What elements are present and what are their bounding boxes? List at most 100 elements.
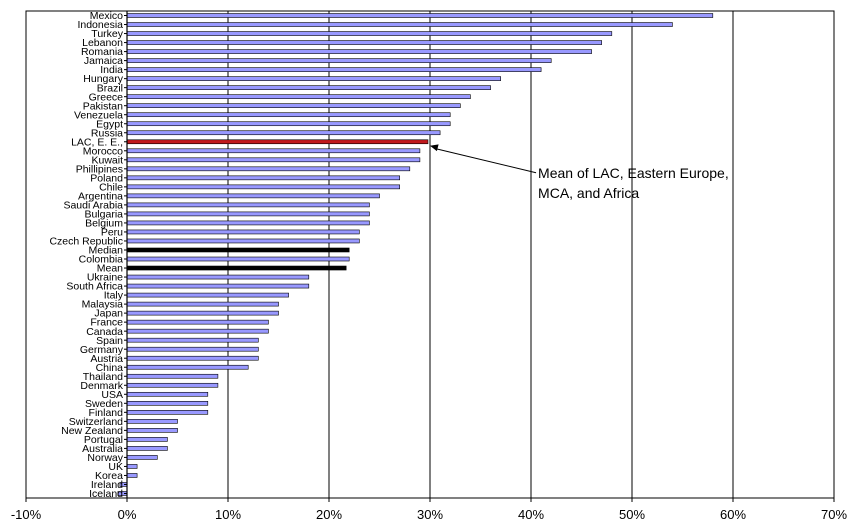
category-label: India — [100, 64, 123, 76]
category-label: France — [90, 317, 123, 329]
category-label: Saudi Arabia — [63, 199, 123, 211]
category-label: Belgium — [85, 218, 123, 230]
bar — [126, 22, 673, 27]
category-label: Sweden — [85, 398, 123, 410]
category-label: Russia — [91, 127, 123, 139]
category-label: Japan — [94, 308, 123, 320]
bar — [126, 283, 310, 289]
x-tick-label: 40% — [518, 507, 544, 522]
bar — [126, 112, 451, 118]
category-label: Ireland — [91, 479, 123, 491]
category-label: Germany — [80, 344, 124, 356]
bar — [126, 391, 209, 397]
x-tick-label: 60% — [720, 507, 746, 522]
category-label: South Africa — [66, 281, 123, 293]
bar — [126, 446, 168, 451]
bar — [126, 121, 451, 127]
x-tick-label: 20% — [316, 507, 342, 522]
bar — [126, 346, 259, 352]
category-label: Norway — [87, 452, 123, 464]
category-label: Switzerland — [69, 416, 123, 428]
bar — [126, 265, 347, 271]
bar — [126, 410, 209, 415]
bar — [126, 31, 613, 36]
category-label: Iceland — [89, 488, 123, 500]
bar — [126, 292, 289, 298]
category-label: Hungary — [83, 73, 123, 85]
category-label: Lebanon — [82, 37, 123, 49]
annotation-text: MCA, and Africa — [538, 185, 639, 201]
category-label: Pakistan — [83, 100, 123, 112]
category-label: Kuwait — [91, 154, 123, 166]
bar — [126, 40, 603, 45]
category-label: Brazil — [97, 82, 123, 94]
category-label: Indonesia — [77, 19, 123, 31]
bar — [126, 85, 491, 90]
x-tick-labels: -10% 0% 10% 20% 30% 40% 50% 60% 70% — [11, 507, 848, 522]
bar — [126, 428, 178, 433]
bar — [126, 94, 471, 99]
bar — [126, 229, 360, 235]
bar — [126, 148, 421, 154]
category-label: LAC, E. E., — [71, 136, 123, 148]
category-label: Denmark — [80, 380, 123, 392]
category-label: Chile — [99, 181, 123, 193]
bar — [126, 49, 592, 54]
category-label: Portugal — [84, 434, 123, 446]
category-label: UK — [108, 461, 123, 473]
bar — [126, 373, 219, 379]
bar — [126, 13, 714, 18]
category-label: New Zealand — [61, 425, 123, 437]
category-label: Ukraine — [87, 272, 123, 284]
bar — [126, 184, 401, 190]
category-label: Median — [89, 245, 124, 257]
bar — [126, 464, 138, 469]
annotation: Mean of LAC, Eastern Europe, MCA, and Afr… — [429, 144, 729, 201]
category-label: Korea — [95, 470, 123, 482]
category-labels: MexicoIndonesiaTurkeyLebanonRomaniaJamai… — [49, 10, 123, 500]
bar — [126, 364, 249, 370]
bar — [126, 76, 502, 81]
bar — [126, 175, 401, 181]
category-label: Mean — [97, 263, 123, 275]
annotation-arrow-line — [435, 148, 537, 174]
x-tick-label: 0% — [118, 507, 137, 522]
category-label: Spain — [96, 335, 123, 347]
bar — [126, 202, 370, 208]
bar — [126, 256, 350, 262]
bar — [126, 337, 259, 343]
bar — [126, 328, 269, 334]
bar — [126, 58, 552, 63]
category-label: USA — [101, 389, 123, 401]
bar — [126, 211, 370, 217]
gridlines — [126, 11, 734, 498]
x-tick-label: 70% — [821, 507, 847, 522]
plot-frame — [25, 10, 835, 502]
bars — [117, 13, 714, 496]
category-label: Thailand — [83, 371, 123, 383]
bar — [126, 193, 380, 199]
bar — [126, 319, 269, 325]
category-label: Finland — [89, 407, 124, 419]
category-label: Italy — [104, 290, 124, 302]
bar — [126, 103, 461, 108]
bar — [126, 401, 209, 406]
category-label: Mexico — [90, 10, 123, 22]
category-label: China — [96, 362, 124, 374]
category-label: Greece — [89, 91, 124, 103]
bar — [126, 247, 350, 253]
category-label: Poland — [90, 172, 123, 184]
category-label: Turkey — [91, 28, 123, 40]
annotation-arrowhead — [429, 144, 439, 152]
category-label: Romania — [81, 46, 123, 58]
category-label: Phillipines — [76, 163, 123, 175]
bar — [126, 301, 279, 307]
annotation-text: Mean of LAC, Eastern Europe, — [538, 165, 729, 181]
x-tick-label: 30% — [417, 507, 443, 522]
bar — [126, 238, 360, 244]
bar — [126, 437, 168, 442]
category-label: Morocco — [83, 145, 123, 157]
bar — [126, 274, 310, 280]
category-label: Egypt — [96, 118, 123, 130]
